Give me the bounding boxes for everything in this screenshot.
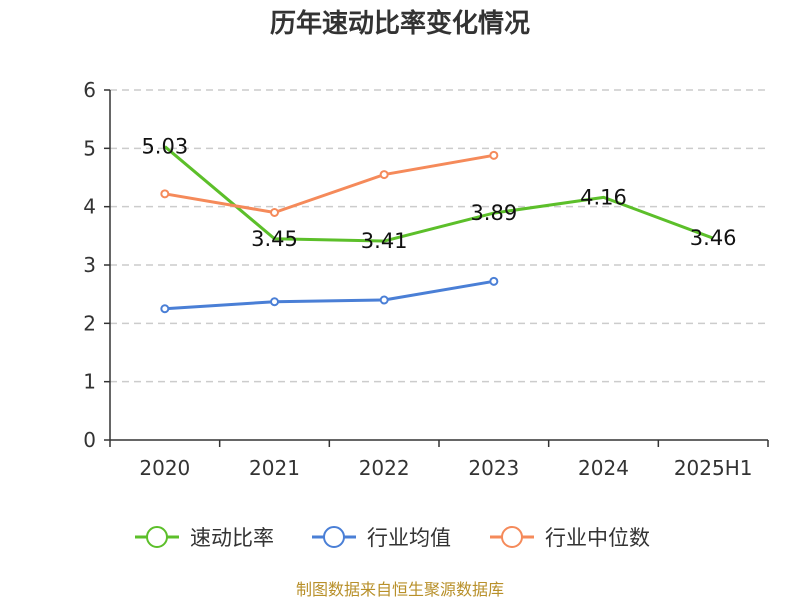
data-labels: 5.03 3.45 3.41 3.89 4.16 3.46 — [141, 135, 736, 254]
data-point — [489, 150, 499, 160]
legend-label: 行业均值 — [367, 526, 451, 550]
x-tick-label: 2021 — [249, 456, 300, 480]
series-layer — [160, 145, 714, 314]
data-point — [160, 189, 170, 199]
data-point — [160, 304, 170, 314]
chart-title: 历年速动比率变化情况 — [270, 8, 530, 39]
series-line — [164, 279, 495, 311]
y-tick-label: 4 — [83, 195, 96, 219]
data-point — [379, 170, 389, 180]
series-line — [163, 145, 714, 243]
data-label: 3.45 — [251, 227, 298, 251]
legend-marker — [501, 526, 523, 548]
y-tick-label: 3 — [83, 253, 96, 277]
x-tick-label: 2020 — [139, 456, 190, 480]
legend-marker — [323, 526, 345, 548]
y-tick-label: 0 — [83, 428, 96, 452]
data-point — [489, 276, 499, 286]
data-label: 3.89 — [470, 201, 517, 225]
data-point — [379, 295, 389, 305]
x-tick-label: 2022 — [359, 456, 410, 480]
data-point — [270, 208, 279, 217]
y-tick-label: 5 — [83, 136, 96, 160]
axes: 0 1 2 3 4 5 6 2020 2021 2022 2023 2024 2025H1 — [83, 78, 769, 480]
legend-label: 速动比率 — [190, 526, 274, 550]
data-label: 3.46 — [690, 226, 737, 250]
legend: 速动比率 行业均值 行业中位数 — [135, 526, 650, 550]
y-tick-label: 6 — [83, 78, 96, 102]
x-tick-label: 2024 — [578, 456, 629, 480]
source-note: 制图数据来自恒生聚源数据库 — [296, 580, 504, 599]
data-label: 4.16 — [580, 185, 627, 209]
series-line — [164, 153, 495, 214]
y-tick-label: 2 — [83, 311, 96, 335]
x-tick-label: 2025H1 — [674, 456, 753, 480]
x-tick-label: 2023 — [468, 456, 519, 480]
legend-marker — [146, 526, 168, 548]
data-point — [270, 297, 279, 307]
y-tick-label: 1 — [83, 370, 96, 394]
grid — [110, 89, 768, 383]
data-label: 5.03 — [141, 135, 188, 159]
data-label: 3.41 — [361, 229, 408, 253]
legend-label: 行业中位数 — [545, 526, 650, 550]
